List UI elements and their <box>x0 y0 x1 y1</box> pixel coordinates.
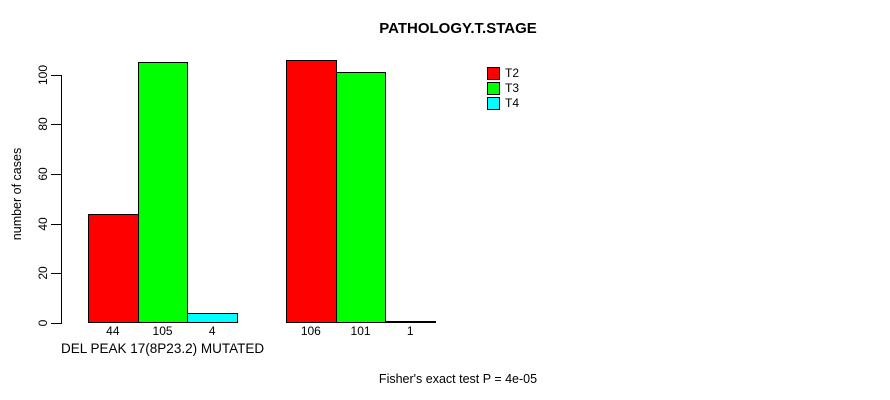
y-axis-line <box>61 74 62 324</box>
legend-swatch-t2 <box>487 67 500 81</box>
chart-title: PATHOLOGY.T.STAGE <box>379 20 537 37</box>
legend-label: T4 <box>505 96 520 111</box>
y-tick-label: 100 <box>36 64 50 85</box>
bar-t2-group2 <box>286 59 337 323</box>
y-tick <box>51 223 61 225</box>
bar-t4-group2 <box>385 320 437 323</box>
y-tick <box>51 124 61 126</box>
y-tick-label: 80 <box>36 117 50 131</box>
bar-value-label: 4 <box>208 324 216 338</box>
y-tick <box>51 323 61 324</box>
y-tick-label: 40 <box>36 216 50 231</box>
legend-label: T2 <box>505 66 520 81</box>
legend: T2 T3 T4 <box>487 66 519 112</box>
y-tick-label: 60 <box>36 167 50 181</box>
legend-item-t3: T3 <box>487 81 519 96</box>
legend-item-t4: T4 <box>487 96 519 111</box>
legend-swatch-t3 <box>487 82 500 96</box>
y-tick-label: 0 <box>36 319 50 327</box>
bar-t3-group1 <box>137 62 189 323</box>
y-axis-label: number of cases <box>10 147 24 241</box>
bar-t4-group1 <box>187 313 239 323</box>
y-tick-label: 20 <box>36 266 50 280</box>
bar-value-label: 105 <box>152 324 173 338</box>
bar-value-label: 106 <box>300 324 321 338</box>
bar-value-label: 101 <box>350 324 371 338</box>
bar-value-label: 1 <box>406 324 414 338</box>
bar-t2-group1 <box>88 213 139 323</box>
bar-value-label: 44 <box>106 324 120 338</box>
legend-item-t2: T2 <box>487 66 519 81</box>
bar-t3-group2 <box>335 72 387 323</box>
group-label: DEL PEAK 17(8P23.2) MUTATED <box>61 341 265 356</box>
legend-label: T3 <box>505 81 520 96</box>
y-tick <box>51 173 61 175</box>
fisher-test-annotation: Fisher's exact test P = 4e-05 <box>378 372 538 386</box>
legend-swatch-t4 <box>487 97 500 111</box>
y-tick <box>51 74 61 76</box>
y-tick <box>51 273 61 275</box>
